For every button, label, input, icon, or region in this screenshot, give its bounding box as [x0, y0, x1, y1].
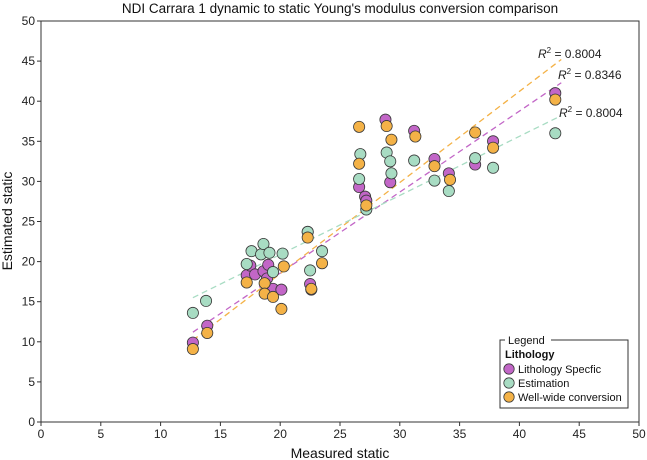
data-point	[385, 133, 398, 146]
data-point	[267, 290, 280, 303]
legend: Legend Lithology Lithology Specfic Estima…	[499, 333, 629, 409]
data-point	[186, 343, 199, 356]
data-point	[301, 231, 314, 244]
y-tick-label: 0	[28, 415, 35, 429]
y-tick-label: 25	[22, 215, 36, 229]
x-tick-label: 5	[97, 427, 104, 441]
legend-label: Lithology Specfic	[518, 364, 602, 376]
trendline	[192, 82, 562, 333]
r2-label: R2 = 0.8346	[558, 67, 622, 82]
x-tick-label: 25	[333, 427, 347, 441]
data-point	[316, 257, 329, 270]
trendline	[192, 58, 562, 341]
data-point	[276, 247, 289, 260]
data-point	[257, 237, 270, 250]
x-tick-label: 50	[632, 427, 646, 441]
data-point	[469, 126, 482, 139]
data-point	[275, 283, 288, 296]
data-point	[469, 152, 482, 165]
data-point	[380, 120, 393, 133]
data-point	[201, 326, 214, 339]
data-point	[444, 173, 457, 186]
y-axis: 0 5 10 15 20 25 30 35 40 45 50	[22, 14, 41, 429]
r2-label: R2 = 0.8004	[559, 105, 623, 120]
data-point	[263, 246, 276, 259]
x-tick-label: 15	[214, 427, 228, 441]
chart-title: NDI Carrara 1 dynamic to static Young's …	[122, 1, 558, 16]
x-tick-label: 30	[393, 427, 407, 441]
x-tick-label: 0	[38, 427, 45, 441]
legend-label: Estimation	[518, 378, 569, 390]
data-point	[275, 302, 288, 315]
data-point	[487, 141, 500, 154]
y-tick-label: 50	[22, 14, 36, 28]
data-point	[487, 161, 500, 174]
trendline	[192, 115, 562, 299]
data-point	[384, 155, 397, 168]
y-tick-label: 45	[22, 54, 36, 68]
data-point	[549, 127, 562, 140]
legend-marker	[503, 391, 515, 403]
y-tick-label: 40	[22, 94, 36, 108]
y-tick-label: 35	[22, 134, 36, 148]
r2-labels: R2 = 0.8004 R2 = 0.8346 R2 = 0.8004	[538, 46, 623, 120]
data-points	[186, 87, 562, 356]
data-point	[240, 258, 253, 271]
legend-marker	[503, 377, 515, 389]
x-tick-label: 10	[154, 427, 168, 441]
x-axis-title: Measured static	[291, 445, 390, 460]
legend-group-heading: Lithology	[505, 349, 555, 361]
y-tick-label: 20	[22, 255, 36, 269]
data-point	[353, 172, 366, 185]
data-point	[428, 174, 441, 187]
data-point	[240, 276, 253, 289]
data-point	[442, 185, 455, 198]
x-tick-label: 40	[513, 427, 527, 441]
legend-marker	[503, 363, 515, 375]
data-point	[186, 306, 199, 319]
data-point	[353, 157, 366, 170]
data-point	[258, 277, 271, 290]
data-point	[305, 282, 318, 295]
x-tick-label: 20	[274, 427, 288, 441]
x-tick-label: 35	[453, 427, 467, 441]
data-point	[549, 93, 562, 106]
data-point	[385, 167, 398, 180]
data-point	[304, 264, 317, 277]
data-point	[200, 294, 213, 307]
r2-label: R2 = 0.8004	[538, 46, 602, 61]
data-point	[277, 260, 290, 273]
x-tick-label: 45	[573, 427, 587, 441]
legend-title-bg	[505, 333, 551, 347]
data-point	[408, 154, 421, 167]
y-axis-title: Estimated static	[0, 172, 15, 271]
data-point	[360, 199, 373, 212]
trendlines	[192, 58, 562, 341]
x-axis: 0 5 10 15 20 25 30 35 40 45 50	[38, 422, 646, 441]
data-point	[409, 130, 422, 143]
data-point	[267, 266, 280, 279]
data-point	[428, 160, 441, 173]
legend-title: Legend	[508, 335, 545, 347]
y-tick-label: 30	[22, 174, 36, 188]
y-tick-label: 15	[22, 295, 36, 309]
y-tick-label: 10	[22, 335, 36, 349]
data-point	[316, 245, 329, 258]
legend-label: Well-wide conversion	[518, 392, 622, 404]
y-tick-label: 5	[28, 375, 35, 389]
data-point	[353, 120, 366, 133]
legend-box	[499, 339, 629, 409]
legend-items: Lithology Specfic Estimation Well-wide con…	[503, 363, 622, 404]
